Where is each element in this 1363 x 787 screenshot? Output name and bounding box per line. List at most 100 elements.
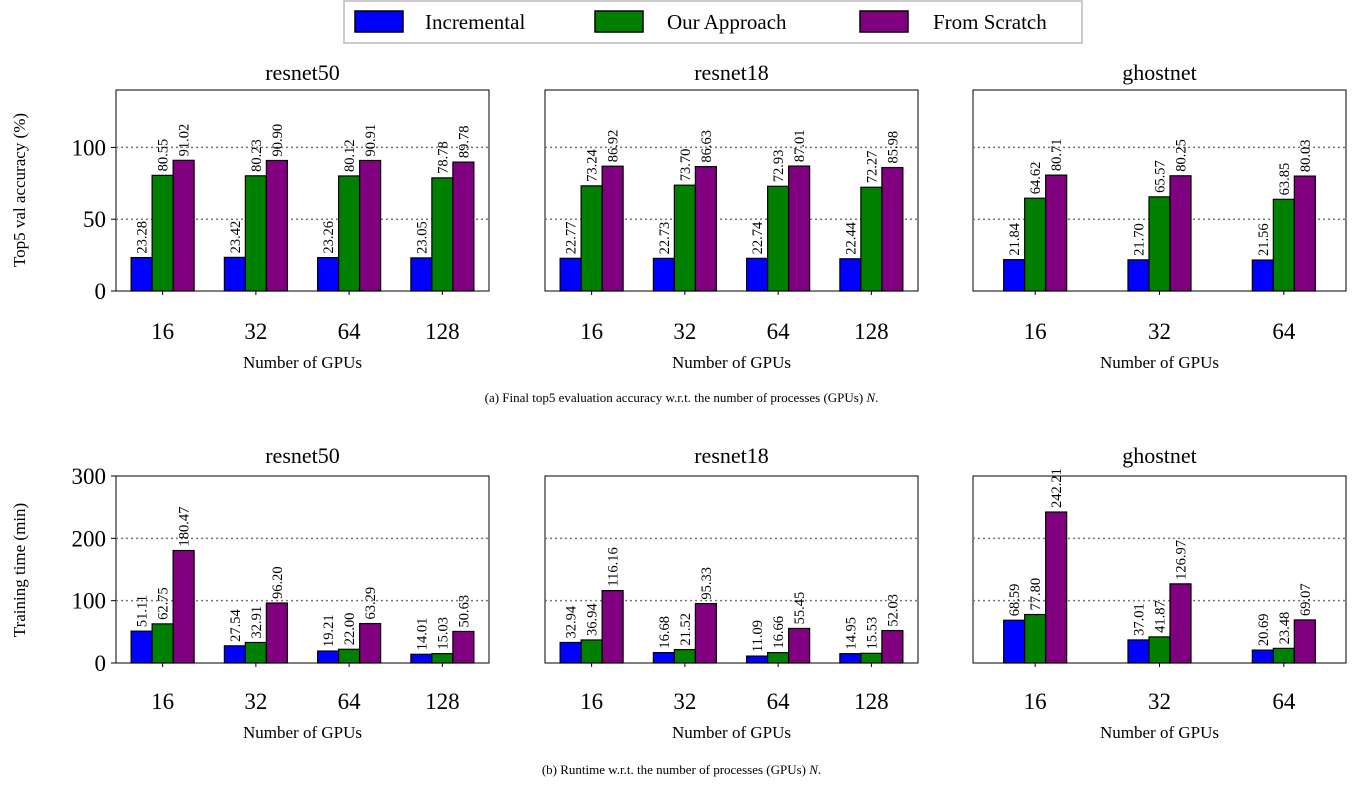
x-tick-label: 16 xyxy=(151,689,174,714)
bar-incremental xyxy=(559,641,582,664)
bar-from-scratch xyxy=(601,589,624,664)
bar-incremental xyxy=(317,257,340,292)
bar-from-scratch xyxy=(1293,619,1316,664)
bar-from-scratch xyxy=(1293,175,1316,292)
plot-frame xyxy=(544,89,919,292)
chart-panel-runtime-ghostnet: ghostnet 16 68.59 77.80 242.21 32 37.01 41.87 12… xyxy=(972,443,1347,742)
bar-value-label: 96.20 xyxy=(270,566,286,599)
x-axis-label: Number of GPUs xyxy=(243,723,362,742)
bar-incremental xyxy=(223,645,246,664)
bar-incremental xyxy=(746,257,769,292)
chart-panel-accuracy-resnet50: 0 50 100 Top5 val accuracy (%) resnet50 16 23.… xyxy=(10,60,490,372)
legend-swatch xyxy=(594,10,644,33)
bar-incremental xyxy=(559,257,582,292)
y-tick-label: 0 xyxy=(95,279,107,304)
y-axis-label: Training time (min) xyxy=(10,503,29,637)
bar-value-label: 69.07 xyxy=(1298,583,1314,616)
bar-value-label: 22.44 xyxy=(843,221,859,254)
plot-frame xyxy=(115,475,490,664)
bar-value-label: 37.01 xyxy=(1132,603,1148,636)
bar-value-label: 21.70 xyxy=(1132,223,1148,256)
bar-value-label: 62.75 xyxy=(156,587,172,620)
bar-our-approach xyxy=(1148,636,1171,664)
bar-incremental xyxy=(839,258,862,292)
bar-our-approach xyxy=(767,652,790,664)
x-tick-label: 16 xyxy=(1024,319,1047,344)
caption-b-var: N xyxy=(809,762,818,777)
bar-value-label: 80.23 xyxy=(249,139,265,172)
bar-from-scratch xyxy=(1169,583,1192,664)
bar-from-scratch xyxy=(881,629,904,664)
caption-b-prefix: (b) Runtime w.r.t. the number of process… xyxy=(541,762,810,777)
caption-b-suffix: . xyxy=(817,762,822,777)
bar-from-scratch xyxy=(452,161,475,292)
bar-from-scratch xyxy=(452,630,475,664)
bar-incremental xyxy=(1127,639,1150,664)
bar-incremental xyxy=(1251,259,1274,292)
x-tick-label: 16 xyxy=(580,689,603,714)
bar-value-label: 52.03 xyxy=(885,594,901,627)
bar-incremental xyxy=(1127,259,1150,292)
caption-a: (a) Final top5 evaluation accuracy w.r.t… xyxy=(0,390,1363,406)
charts: 0 50 100 Top5 val accuracy (%) resnet50 16 23.… xyxy=(10,60,1347,742)
x-axis-label: Number of GPUs xyxy=(1100,723,1219,742)
bar-our-approach xyxy=(244,641,267,664)
legend-swatch xyxy=(354,10,404,33)
bar-value-label: 77.80 xyxy=(1028,578,1044,611)
y-tick-label: 0 xyxy=(95,651,107,676)
bar-our-approach xyxy=(580,185,603,292)
bar-value-label: 22.77 xyxy=(564,222,580,255)
caption-a-suffix: . xyxy=(875,390,879,405)
panel-title: ghostnet xyxy=(1122,443,1197,468)
panel-title: resnet50 xyxy=(265,443,340,468)
bar-incremental xyxy=(746,655,769,664)
bar-value-label: 16.66 xyxy=(771,616,787,649)
bar-value-label: 21.52 xyxy=(678,613,694,646)
bar-value-label: 11.09 xyxy=(750,620,766,652)
bar-from-scratch xyxy=(265,159,288,292)
x-tick-label: 32 xyxy=(1148,689,1171,714)
bar-incremental xyxy=(410,257,433,292)
bar-incremental xyxy=(652,652,675,664)
bar-incremental xyxy=(1251,649,1274,664)
panel-title: resnet50 xyxy=(265,60,340,85)
legend-frame xyxy=(343,0,1083,44)
bar-value-label: 14.01 xyxy=(414,618,430,651)
bar-value-label: 23.28 xyxy=(135,221,151,254)
bar-value-label: 23.42 xyxy=(228,221,244,254)
bar-our-approach xyxy=(1272,198,1295,292)
bar-incremental xyxy=(652,257,675,292)
bar-value-label: 73.24 xyxy=(585,148,601,181)
bar-incremental xyxy=(1003,619,1026,664)
x-tick-label: 64 xyxy=(767,319,791,344)
bar-from-scratch xyxy=(265,602,288,664)
bar-value-label: 73.70 xyxy=(678,149,694,182)
bar-value-label: 80.71 xyxy=(1049,138,1065,171)
bar-value-label: 23.48 xyxy=(1277,612,1293,645)
bar-value-label: 86.63 xyxy=(699,130,715,163)
bar-value-label: 50.63 xyxy=(456,595,472,628)
plot-frame xyxy=(115,89,490,292)
bar-value-label: 23.05 xyxy=(414,221,430,254)
bar-incremental xyxy=(410,653,433,664)
caption-a-prefix: (a) Final top5 evaluation accuracy w.r.t… xyxy=(484,390,867,405)
bar-our-approach xyxy=(338,648,361,664)
bar-incremental xyxy=(1003,259,1026,292)
chart-panel-runtime-resnet50: 0 100 200 300 Training time (min) resnet50 16 5… xyxy=(10,443,490,742)
bar-value-label: 22.74 xyxy=(750,221,766,254)
legend-swatch xyxy=(859,10,909,33)
bar-value-label: 22.73 xyxy=(657,222,673,255)
y-tick-label: 300 xyxy=(72,464,107,489)
x-axis-label: Number of GPUs xyxy=(243,353,362,372)
bar-value-label: 21.84 xyxy=(1007,222,1023,255)
bar-value-label: 90.91 xyxy=(363,124,379,157)
y-tick-label: 200 xyxy=(72,526,107,551)
x-tick-label: 32 xyxy=(673,319,696,344)
chart-panel-runtime-resnet18: resnet18 16 32.94 36.94 116.16 32 16.68 21.52 95… xyxy=(544,443,919,742)
x-tick-label: 64 xyxy=(338,319,362,344)
bar-value-label: 80.03 xyxy=(1298,139,1314,172)
chart-panel-accuracy-ghostnet: ghostnet 16 21.84 64.62 80.71 32 21.70 65.57 80.… xyxy=(972,60,1347,372)
legend: Incremental Our Approach From Scratch xyxy=(343,0,1083,44)
bar-our-approach xyxy=(151,174,174,292)
bar-value-label: 22.00 xyxy=(342,613,358,646)
